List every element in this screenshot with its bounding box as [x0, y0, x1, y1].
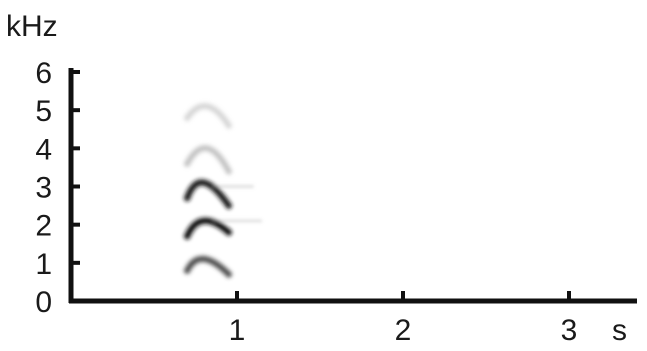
x-tick-label: 3	[561, 314, 578, 347]
harmonic-band	[185, 146, 231, 174]
x-tick-label: 2	[395, 314, 412, 347]
x-ticks: 1 2 3	[229, 291, 578, 347]
x-tick-label: 1	[229, 314, 246, 347]
y-axis-unit-label: kHz	[6, 10, 58, 43]
harmonic-band	[185, 218, 231, 239]
harmonic-band	[185, 180, 231, 208]
y-tick-label: 0	[35, 286, 52, 319]
y-ticks: 0 1 2 3 4 5 6	[35, 57, 80, 319]
y-tick-label: 4	[35, 133, 52, 166]
y-tick-label: 1	[35, 248, 52, 281]
y-tick-label: 2	[35, 210, 52, 243]
y-tick-label: 3	[35, 172, 52, 205]
x-axis-unit-label: s	[612, 314, 627, 347]
y-tick-label: 6	[35, 57, 52, 90]
harmonic-band	[185, 257, 231, 277]
harmonic-band	[185, 104, 231, 128]
axes	[68, 68, 637, 304]
spectrogram-energy-layer	[182, 101, 262, 279]
y-tick-label: 5	[35, 95, 52, 128]
